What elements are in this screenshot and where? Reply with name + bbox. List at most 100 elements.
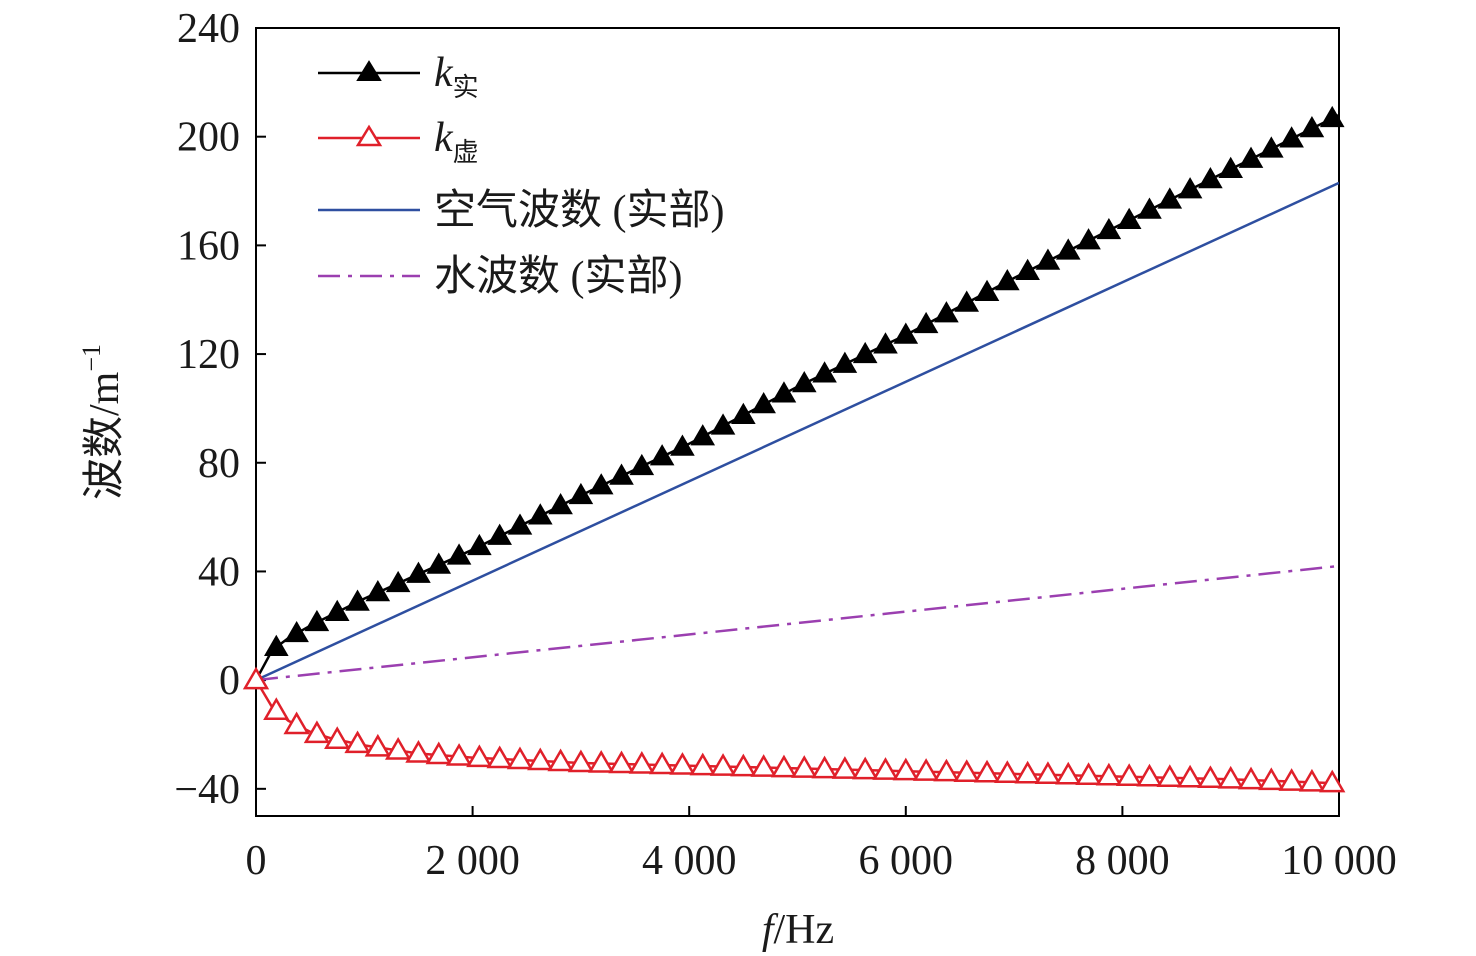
series-marker-k-real [649, 444, 675, 466]
series-marker-k-imag [1055, 761, 1082, 785]
series-marker-k-real [1299, 116, 1325, 138]
series-marker-k-real [913, 311, 939, 334]
series-marker-k-real [406, 561, 431, 583]
series-marker-k-imag [344, 730, 371, 754]
series-marker-k-real [365, 580, 391, 602]
series-marker-k-imag [425, 741, 452, 765]
series-marker-k-real [264, 634, 289, 656]
y-tick-label: 80 [198, 441, 240, 487]
series-marker-k-real [1198, 166, 1223, 189]
series-marker-k-real [670, 434, 695, 456]
series-marker-k-imag [405, 740, 432, 763]
series-marker-k-real [1218, 156, 1244, 179]
series-marker-k-real [1055, 238, 1081, 260]
series-marker-k-imag [892, 757, 919, 781]
series-marker-k-real [629, 453, 655, 476]
series-marker-k-real [1076, 228, 1101, 250]
series-marker-k-imag [445, 743, 473, 766]
series-marker-k-real [1096, 217, 1122, 240]
series-marker-k-real [588, 473, 614, 495]
series-marker-k-imag [303, 720, 331, 744]
x-tick-label: 4 000 [642, 838, 737, 884]
legend-label-k-real-sub: 实 [453, 73, 479, 103]
series-marker-k-real [1015, 258, 1040, 280]
series-marker-k-imag [486, 745, 513, 769]
series-marker-k-imag [689, 752, 716, 776]
x-axis-ticks: 0 2 000 4 000 6 000 8 000 10 000 [246, 806, 1397, 884]
series-marker-k-imag [648, 751, 676, 775]
y-axis-label: 波数/m−1 [77, 344, 128, 500]
series-marker-k-real [385, 570, 411, 593]
series-marker-k-real [1137, 197, 1162, 219]
series-marker-k-real [791, 370, 817, 393]
series-marker-k-imag [1116, 763, 1143, 787]
series-marker-k-imag [953, 759, 980, 782]
series-marker-k-imag [973, 759, 1001, 783]
y-axis-label-main: 波数/m [82, 371, 128, 500]
series-marker-k-imag [1278, 768, 1305, 791]
y-axis-label-sup: −1 [77, 344, 106, 372]
series-marker-k-real [873, 332, 898, 354]
series-marker-k-real [284, 620, 309, 643]
series-marker-k-imag [628, 751, 655, 774]
series-marker-k-imag [791, 755, 818, 778]
series-marker-k-real [954, 290, 980, 312]
series-marker-k-imag [1075, 762, 1102, 786]
legend-label-air: 空气波数 (实部) [434, 187, 724, 234]
series-marker-k-imag [912, 758, 940, 781]
y-tick-label: 0 [219, 658, 240, 704]
legend-entry-water: 水波数 (实部) [318, 253, 682, 300]
series-marker-k-real [893, 322, 919, 344]
series-marker-k-imag [1014, 760, 1041, 784]
series-marker-k-real [995, 269, 1020, 291]
series-marker-k-imag [466, 744, 493, 768]
series-line-water-wavenumber [256, 564, 1339, 682]
legend-marker-k-real [356, 60, 382, 81]
series-marker-k-imag [1217, 765, 1244, 789]
series-marker-k-imag [527, 747, 554, 771]
series-marker-k-imag [588, 750, 615, 773]
series-marker-k-real [426, 552, 452, 574]
series-marker-k-imag [1319, 769, 1346, 793]
series-marker-k-imag [364, 733, 392, 757]
series-marker-k-imag [547, 748, 574, 772]
series-marker-k-real [710, 413, 736, 435]
series-line-air-wavenumber [256, 181, 1339, 682]
legend-marker-k-imag [355, 124, 383, 147]
series-marker-k-real [1177, 177, 1203, 199]
series-marker-k-real [324, 599, 350, 621]
y-tick-label: 240 [177, 6, 240, 52]
series-marker-k-real [1319, 105, 1345, 128]
y-tick-label: 200 [177, 115, 240, 161]
series-marker-k-real [609, 463, 634, 485]
y-tick-label: 40 [198, 549, 240, 595]
series-marker-k-imag [730, 753, 757, 777]
series-marker-k-imag [994, 760, 1021, 783]
series-marker-k-imag [283, 711, 310, 735]
x-tick-label: 8 000 [1075, 838, 1170, 884]
series-marker-k-imag [242, 666, 270, 690]
series-marker-k-imag [1156, 764, 1183, 788]
legend-entry-k-imag: k虚 [318, 115, 479, 168]
y-tick-label: 160 [177, 223, 240, 269]
x-axis-label: f/Hz [762, 907, 834, 953]
series-marker-k-real [812, 361, 837, 383]
series-marker-k-imag [506, 746, 534, 770]
series-marker-k-real [507, 513, 533, 535]
x-axis-label-unit: /Hz [774, 907, 835, 953]
series-marker-k-imag [811, 755, 838, 779]
series-marker-k-imag [709, 753, 737, 776]
series-marker-k-real [690, 424, 716, 446]
x-tick-label: 10 000 [1281, 838, 1397, 884]
series-marker-k-imag [1095, 762, 1123, 786]
y-tick-label: −40 [174, 767, 240, 813]
series-marker-k-real [832, 351, 858, 373]
series-marker-k-imag [263, 697, 290, 720]
marker-layer [242, 105, 1346, 793]
series-marker-k-imag [1176, 764, 1204, 788]
y-tick-label: 120 [177, 332, 240, 378]
series-marker-k-imag [852, 756, 879, 780]
plot-area [255, 27, 1340, 817]
legend-label-k-imag-sub: 虚 [453, 138, 479, 168]
series-marker-k-imag [770, 754, 798, 778]
